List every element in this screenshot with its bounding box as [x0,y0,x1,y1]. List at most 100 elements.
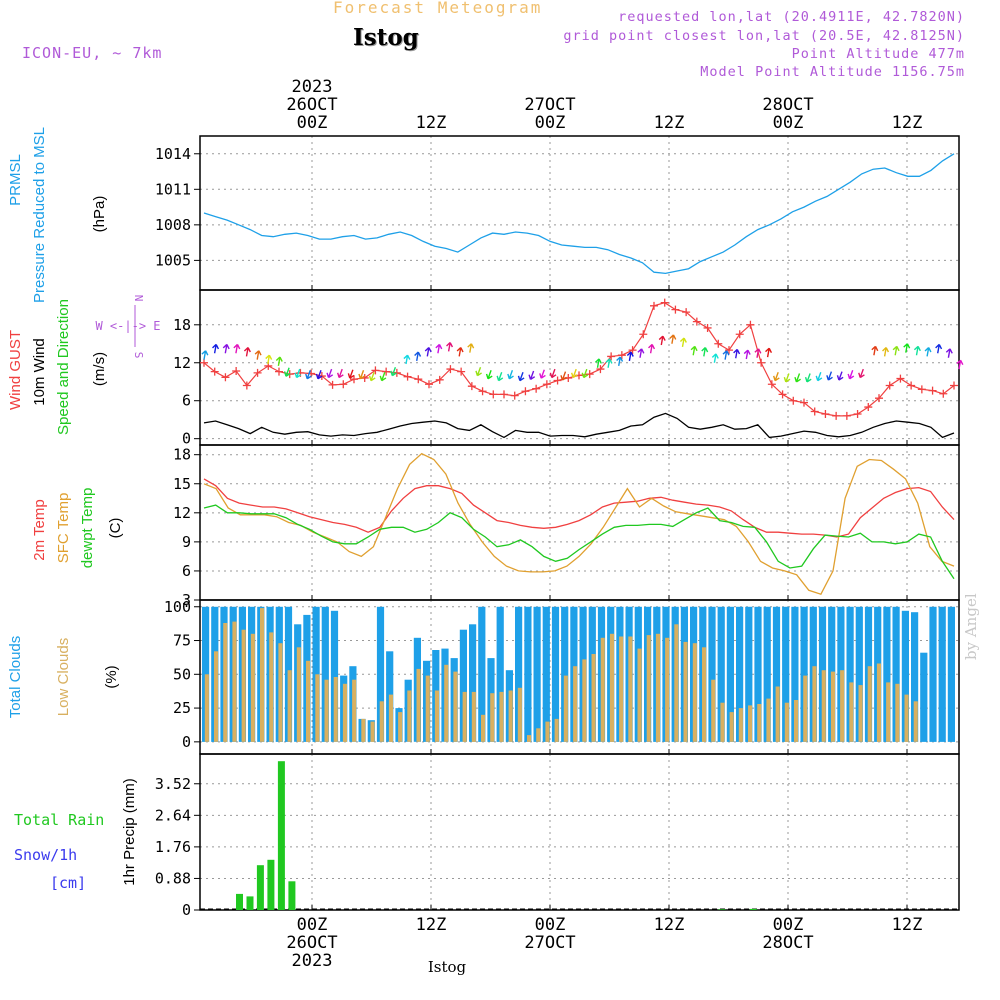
total-cloud-bar [745,606,753,742]
total-cloud-bar [469,624,477,742]
gust-marker [328,380,337,389]
low-cloud-bar [407,690,412,742]
wind-arrow [924,347,932,357]
low-cloud-bar [352,679,357,742]
wind-arrow [679,337,687,348]
wind-arrow [379,371,387,382]
low-cloud-bar [573,666,578,742]
total-cloud-bar [551,606,560,742]
wind-arrow [626,351,634,362]
low-cloud-bar [812,666,817,742]
gust-marker [542,380,551,389]
total-cloud-bar [772,606,781,742]
ylabel-clouds: (%) [103,665,120,688]
y-tick-label: 0 [182,430,191,448]
wind-arrow [560,371,567,381]
low-cloud-bar [821,670,826,742]
low-cloud-bar [471,691,476,742]
total-cloud-bar [782,606,790,742]
title-sfc-temp: SFC Temp [55,493,72,564]
low-cloud-bar [370,721,375,742]
total-cloud-bar [330,610,339,742]
low-cloud-bar [655,633,660,742]
total-cloud-bar [846,606,854,742]
top-day-label: 26OCT [286,95,337,115]
gust-marker [757,358,766,367]
total-cloud-bar [478,606,486,742]
wind-arrow [858,368,865,379]
low-cloud-bar [692,643,697,742]
gust-marker [414,375,423,384]
wind-arrow [222,343,230,354]
low-cloud-bar [895,683,900,742]
low-cloud-bar [324,679,329,742]
wind-arrow [882,347,890,357]
total-cloud-bar [892,606,900,742]
total-cloud-bar [496,606,504,742]
total-cloud-bar [542,606,550,742]
low-cloud-bar [232,621,237,742]
gust-marker [446,365,455,374]
low-cloud-bar [287,670,292,742]
wind-arrow [815,371,823,382]
wind-arrow [467,343,475,353]
total-cloud-bar [901,610,909,742]
low-cloud-bar [296,647,301,742]
legend-rain: Total Rain [14,811,104,829]
total-cloud-bar [855,606,863,742]
gust-marker [500,390,508,399]
gust-marker [907,381,916,390]
total-cloud-bar [717,606,725,742]
low-cloud-bar [499,691,504,742]
low-cloud-bar [554,718,559,742]
wind-arrow [456,347,464,357]
low-cloud-bar [637,648,642,742]
low-cloud-bar [333,677,338,742]
low-cloud-bar [453,671,458,742]
gust-marker [585,370,594,379]
precip-bar [277,761,285,910]
y-tick-label: 18 [173,316,191,334]
series-pressure [203,153,955,275]
total-cloud-bar [929,606,937,742]
wind-arrow [212,343,220,354]
total-cloud-bar [800,606,808,742]
top-time-label: 00Z [773,113,804,133]
wind-arrow [733,348,741,359]
top-time-label: 00Z [297,113,328,133]
low-cloud-bar [720,702,725,742]
low-cloud-bar [388,694,393,742]
wind-arrow [804,373,812,383]
y-tick-label: 6 [182,392,191,410]
gust-marker [735,330,744,339]
low-cloud-bar [214,651,219,742]
low-cloud-bar [508,690,513,742]
wind-arrow [403,354,411,365]
wind-arrow [637,348,645,358]
wind-arrow [773,371,780,382]
top-day-label: 28OCT [762,95,813,115]
gust-marker [853,410,862,418]
low-cloud-bar [794,700,799,742]
top-time-label: 12Z [654,113,685,133]
top-year-label: 2023 [292,77,333,97]
low-cloud-bar [582,659,587,742]
gust-marker [435,375,444,384]
gust-marker [650,301,658,310]
gust-marker [200,358,208,367]
wind-arrow [528,370,536,381]
low-cloud-bar [545,721,550,742]
title-gust: Wind GUST [7,330,24,410]
low-cloud-bar [434,690,439,742]
y-tick-label: 0 [182,733,191,751]
bottom-time-label: 00Z [535,915,566,935]
low-cloud-bar [803,675,808,742]
low-cloud-bar [278,643,283,742]
gust-marker [725,346,733,355]
wind-arrow [690,345,698,356]
wind-arrow [315,370,323,380]
gust-marker [671,305,680,314]
total-cloud-bar [763,606,771,742]
low-cloud-bar [250,633,255,742]
gust-marker [842,411,851,420]
